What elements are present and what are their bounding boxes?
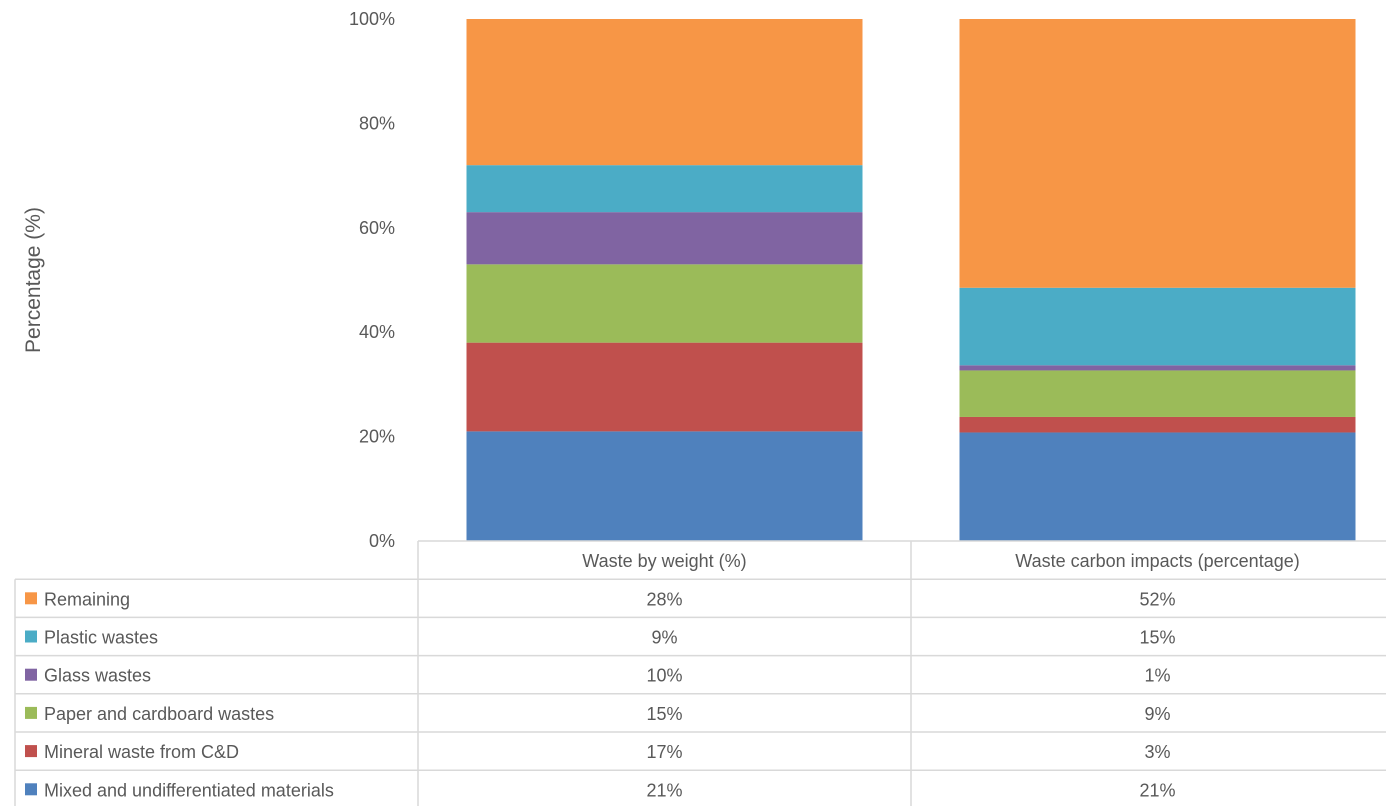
bars	[466, 19, 1356, 541]
x-category-label: Waste by weight (%)	[582, 551, 746, 571]
bar-segment	[959, 432, 1356, 541]
y-tick-label: 80%	[359, 113, 395, 133]
y-tick-labels: 0% 20% 40% 60% 80% 100%	[349, 9, 395, 551]
data-label: 17%	[646, 742, 682, 762]
data-label: 52%	[1139, 589, 1175, 609]
legend-entry: Glass wastes	[44, 666, 151, 686]
bar-segment	[959, 370, 1356, 417]
legend-swatch	[25, 783, 37, 796]
bar-segment	[959, 19, 1356, 288]
y-tick-label: 40%	[359, 322, 395, 342]
legend-swatch	[25, 668, 37, 681]
y-tick-label: 100%	[349, 9, 395, 29]
bar-segment	[466, 431, 863, 541]
bar-segment	[959, 287, 1356, 366]
y-tick-label: 0%	[369, 531, 395, 551]
legend-swatch	[25, 630, 37, 643]
legend-entry: Mineral waste from C&D	[44, 742, 239, 762]
bar-segment	[959, 416, 1356, 433]
data-label: 9%	[651, 628, 677, 648]
bar-segment	[466, 212, 863, 265]
data-label: 21%	[1139, 780, 1175, 800]
y-axis-label: Percentage (%)	[22, 207, 45, 353]
data-label: 9%	[1144, 704, 1170, 724]
bar-segment	[466, 19, 863, 166]
bar-segment	[466, 165, 863, 213]
legend-entry: Mixed and undifferentiated materials	[44, 780, 334, 800]
x-category-label: Waste carbon impacts (percentage)	[1015, 551, 1299, 571]
y-tick-label: 60%	[359, 218, 395, 238]
legend-swatch	[25, 592, 37, 605]
legend-swatch	[25, 706, 37, 719]
data-label: 21%	[646, 780, 682, 800]
data-label: 28%	[646, 589, 682, 609]
bar-segment	[466, 264, 863, 343]
data-label: 15%	[1139, 628, 1175, 648]
legend-entry: Paper and cardboard wastes	[44, 704, 274, 724]
data-label: 1%	[1144, 666, 1170, 686]
legend-entry: Remaining	[44, 589, 130, 609]
bar-segment	[466, 342, 863, 432]
y-tick-label: 20%	[359, 427, 395, 447]
data-label: 10%	[646, 666, 682, 686]
data-label: 15%	[646, 704, 682, 724]
bar-segment	[959, 365, 1356, 371]
data-table: Waste by weight (%) Waste carbon impacts …	[14, 540, 1386, 806]
data-label: 3%	[1144, 742, 1170, 762]
legend-entry: Plastic wastes	[44, 628, 158, 648]
legend-swatch	[25, 745, 37, 758]
